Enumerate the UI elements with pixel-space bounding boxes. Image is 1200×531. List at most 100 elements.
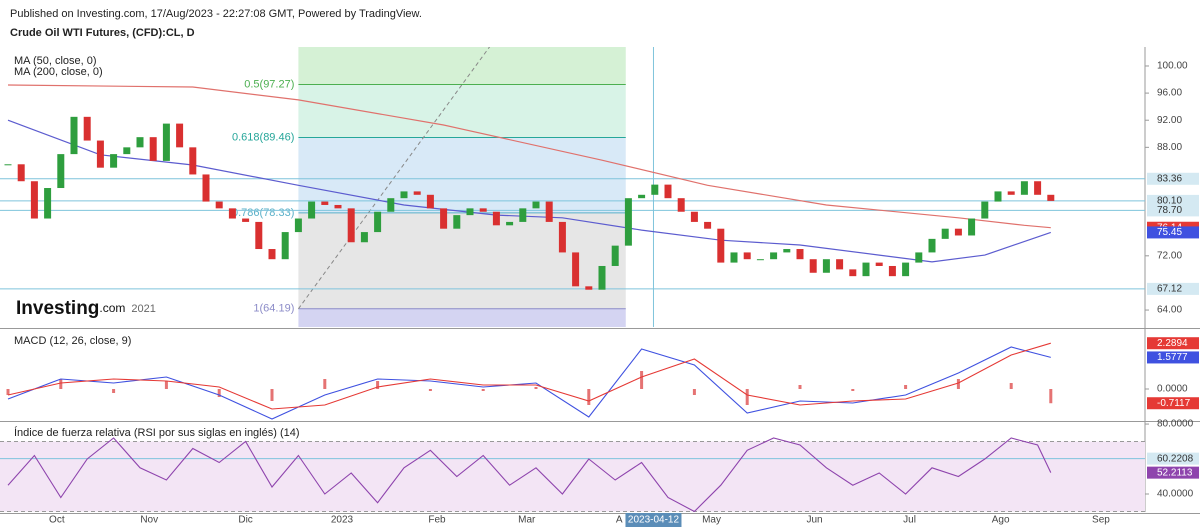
x-tick-label: Mar [518,515,536,526]
price-tag [1147,452,1199,465]
date-marker-label: 2023-04-12 [628,515,680,526]
candle [492,211,500,226]
price-tag-label: 52.2113 [1157,467,1193,478]
candle [123,147,131,155]
x-tick-label: 2023 [331,515,354,526]
candle [783,249,791,253]
candle [730,252,738,263]
histogram-bar [851,389,855,391]
candle [466,208,474,216]
price-plot: 0.5(97.27) 0.618(89.46) 0.786(78.33) 1(64.1… [0,47,1145,327]
price-tag-label: 1.5777 [1157,352,1188,363]
candle [334,204,342,209]
price-tag [1147,337,1199,350]
candle [664,184,672,199]
y-tick-label: 72.00 [1157,250,1182,261]
candle [70,116,78,155]
x-tick-label: May [702,515,721,526]
price-tag-label: 2.2894 [1157,338,1188,349]
candle [809,259,817,273]
macd-label: MACD (12, 26, close, 9) [14,335,131,347]
x-tick-label: Oct [49,515,65,526]
candle [981,201,989,219]
x-tick-label: Dic [238,515,252,526]
fib-zone [298,137,626,213]
candle [44,188,52,219]
candle [743,252,751,260]
histogram-bar [904,385,908,389]
candle [17,164,25,182]
candle [189,147,197,175]
fib-zone [298,47,626,85]
price-tag [1147,172,1199,185]
moving-average [7,84,1051,229]
histogram-bar [640,371,644,389]
histogram-bar [1049,389,1053,404]
candle [585,286,593,290]
candle [941,228,949,239]
price-tag-label: 67.12 [1157,284,1182,295]
histogram-bar [164,381,168,389]
candle [149,137,157,161]
candle [228,208,236,219]
candle [30,181,38,219]
histogram-bar [534,387,538,389]
histogram-bar [323,379,327,389]
candle [440,208,448,229]
fib-level-label: 0.786(78.33) [232,207,294,219]
date-marker [625,513,682,527]
y-tick-label: 100.00 [1157,61,1188,72]
candle [756,259,764,261]
candle [413,191,421,195]
y-tick-label: 40.0000 [1157,489,1194,500]
candle [321,201,329,205]
candle [849,269,857,277]
candle [624,198,632,246]
macd-plot [6,342,1053,420]
candle [215,201,223,209]
macd-line [7,342,1051,410]
price-tag [1147,226,1199,239]
watermark-domain: .com [99,301,125,315]
fib-level-label: 0.618(89.46) [232,131,294,143]
candle [875,262,883,266]
price-tag [1147,466,1199,479]
histogram-bar [6,389,10,395]
x-tick-label: Jun [806,515,822,526]
histogram-bar [481,389,485,391]
price-tag-label: 60.2208 [1157,453,1194,464]
y-tick-label: 0.0000 [1157,384,1188,395]
candle [611,245,619,266]
candle [176,123,184,148]
rsi-band [0,441,1145,512]
candle [690,211,698,222]
candle [902,262,910,277]
price-tag-label: 83.36 [1157,173,1182,184]
candle [770,252,778,260]
candle [374,211,382,233]
candle [572,252,580,287]
candle [651,184,659,195]
candle [83,116,91,141]
candle [281,232,289,260]
candle [532,201,540,209]
histogram-bar [270,389,274,401]
candle [57,154,65,189]
moving-average [7,119,1051,263]
candle [968,218,976,236]
candle [1007,191,1015,195]
candle [994,191,1002,202]
histogram-bar [587,389,591,405]
histogram-bar [798,385,802,389]
x-tick-label: A [616,515,623,526]
fib-zone [298,308,626,327]
candle [202,174,210,202]
candle [426,194,434,209]
ma50-label: MA (50, close, 0) [14,55,97,67]
watermark: Investing.com 2021 [16,298,156,319]
fib-level-label: 1(64.19) [253,303,294,315]
candle [268,249,276,260]
candle [704,221,712,229]
x-tick-label: Ago [992,515,1010,526]
price-tag [1147,194,1199,207]
